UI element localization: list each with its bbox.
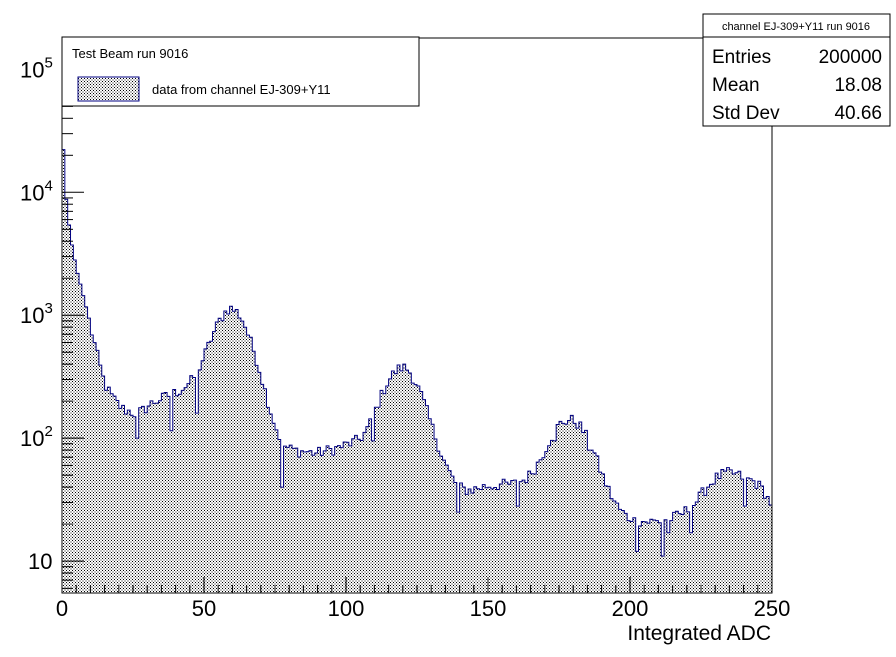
histogram-outline (61, 149, 773, 594)
stats-mean-label: Mean (712, 75, 760, 96)
stats-stddev-value: 40.66 (834, 103, 882, 124)
x-axis: 0 50 100 150 200 250 (56, 577, 790, 621)
stats-mean-value: 18.08 (834, 75, 882, 96)
y-axis: 10 102 103 104 105 (20, 54, 84, 589)
stats-box-frame (702, 13, 891, 127)
stats-box: channel EJ-309+Y11 run 9016 Entries 2000… (702, 13, 891, 127)
y-tick-label: 104 (20, 177, 53, 205)
y-tick-label: 10 (28, 549, 52, 574)
legend-entry-label: data from channel EJ-309+Y11 (152, 82, 331, 97)
x-axis-title: Integrated ADC (627, 622, 771, 645)
x-tick-label: 150 (470, 596, 507, 621)
stats-title: channel EJ-309+Y11 run 9016 (722, 21, 870, 33)
x-tick-label: 100 (328, 596, 365, 621)
x-tick-label: 250 (754, 596, 791, 621)
y-tick-label: 102 (20, 423, 53, 451)
x-tick-label: 50 (192, 596, 216, 621)
stats-entries-label: Entries (712, 47, 771, 68)
stats-stddev-label: Std Dev (712, 103, 780, 124)
stats-entries-value: 200000 (819, 47, 882, 68)
x-tick-label: 0 (56, 596, 68, 621)
histogram-series (61, 149, 773, 594)
legend: Test Beam run 9016 data from channel EJ-… (61, 36, 420, 107)
histogram-fill (62, 149, 772, 594)
x-tick-label: 200 (612, 596, 649, 621)
legend-header: Test Beam run 9016 (72, 46, 188, 61)
legend-swatch (77, 76, 140, 102)
y-tick-label: 105 (20, 54, 53, 82)
y-tick-label: 103 (20, 300, 53, 328)
